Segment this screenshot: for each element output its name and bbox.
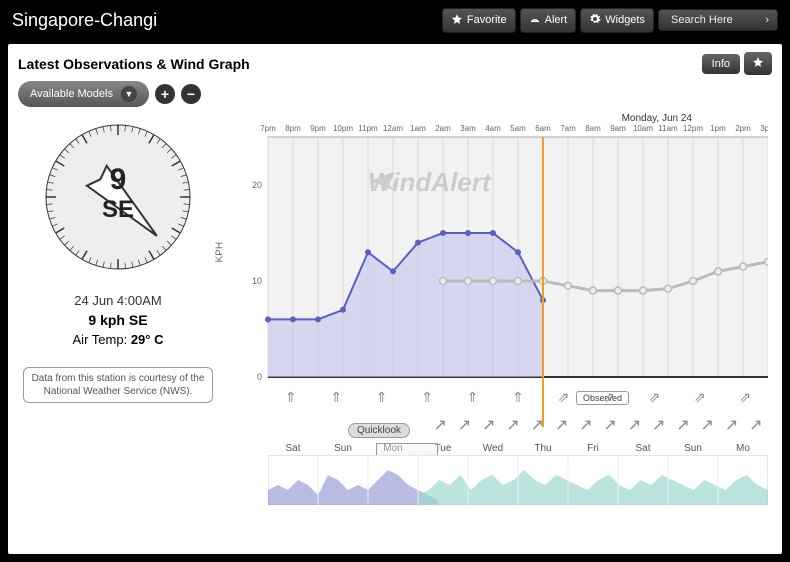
observation-speed: 9 kph SE <box>18 312 218 328</box>
svg-text:11pm: 11pm <box>358 124 378 133</box>
alert-button[interactable]: Alert <box>520 8 577 33</box>
svg-text:1am: 1am <box>410 124 426 133</box>
svg-text:1pm: 1pm <box>710 124 726 133</box>
remove-button[interactable]: − <box>181 84 201 104</box>
svg-text:SE: SE <box>102 196 134 223</box>
svg-text:4am: 4am <box>485 124 501 133</box>
widgets-button[interactable]: Widgets <box>580 8 654 33</box>
wind-compass: 9SE <box>38 117 198 277</box>
svg-text:10: 10 <box>252 276 262 286</box>
svg-text:3pm: 3pm <box>760 124 768 133</box>
favorite-button[interactable]: Favorite <box>442 8 516 33</box>
svg-text:3am: 3am <box>460 124 476 133</box>
add-button[interactable]: + <box>155 84 175 104</box>
chevron-down-icon: ▼ <box>121 86 137 102</box>
search-input[interactable]: Search Here › <box>658 9 778 31</box>
svg-text:7pm: 7pm <box>260 124 276 133</box>
star-icon <box>752 56 764 71</box>
svg-text:2pm: 2pm <box>735 124 751 133</box>
available-models-button[interactable]: Available Models ▼ <box>18 81 149 107</box>
observation-time: 24 Jun 4:00AM <box>18 293 218 308</box>
top-bar: Singapore-Changi Favorite Alert Widgets … <box>2 2 788 38</box>
data-credit: Data from this station is courtesy of th… <box>23 367 213 403</box>
svg-text:0: 0 <box>257 372 262 382</box>
panel-star-button[interactable] <box>744 52 772 75</box>
svg-text:9: 9 <box>110 163 127 196</box>
svg-text:5am: 5am <box>510 124 526 133</box>
svg-text:11am: 11am <box>658 124 678 133</box>
svg-text:7am: 7am <box>560 124 576 133</box>
info-button[interactable]: Info <box>702 54 740 74</box>
svg-text:12am: 12am <box>383 124 403 133</box>
chevron-right-icon: › <box>765 14 769 26</box>
overview-day-labels: SatSunMonTueWedThuFriSatSunMo <box>268 443 768 454</box>
location-title: Singapore-Changi <box>12 10 438 31</box>
svg-text:8am: 8am <box>585 124 601 133</box>
svg-text:6am: 6am <box>535 124 551 133</box>
observations-panel: Latest Observations & Wind Graph Info Av… <box>8 44 782 554</box>
chart-area: Monday, Jun 24 KPH 7pm8pm9pm10pm11pm12am… <box>228 117 772 437</box>
star-icon <box>451 13 463 28</box>
svg-text:10am: 10am <box>633 124 653 133</box>
svg-text:10pm: 10pm <box>333 124 353 133</box>
alert-icon <box>529 13 541 28</box>
gear-icon <box>589 13 601 28</box>
quicklook-badge: Quicklook <box>348 423 410 438</box>
observation-summary: 9SE 24 Jun 4:00AM 9 kph SE Air Temp: 29°… <box>18 117 218 437</box>
svg-text:8pm: 8pm <box>285 124 301 133</box>
svg-text:9pm: 9pm <box>310 124 326 133</box>
svg-text:2am: 2am <box>435 124 451 133</box>
y-axis-label: KPH <box>215 242 226 263</box>
panel-title: Latest Observations & Wind Graph <box>18 56 698 72</box>
forecast-wind-arrows: ↗↗↗↗↗↗↗↗↗↗↗↗↗↗ <box>428 415 768 435</box>
toolbar: Available Models ▼ + − <box>18 81 772 107</box>
svg-text:20: 20 <box>252 180 262 190</box>
svg-text:12pm: 12pm <box>683 124 703 133</box>
svg-text:9am: 9am <box>610 124 626 133</box>
observation-temp: Air Temp: 29° C <box>18 332 218 347</box>
overview-strip[interactable] <box>268 455 768 505</box>
